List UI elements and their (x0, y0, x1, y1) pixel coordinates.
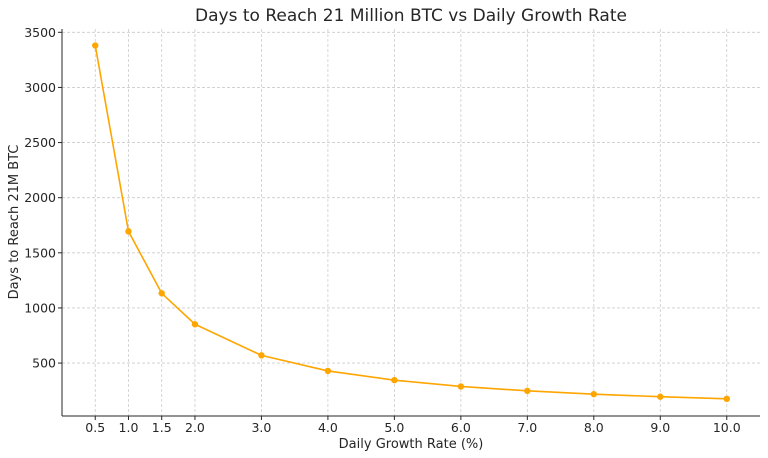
x-tick-label: 5.0 (384, 420, 404, 435)
x-tick-label: 7.0 (517, 420, 537, 435)
data-point (524, 387, 531, 395)
data-point (657, 393, 664, 400)
x-tick-label: 6.0 (451, 420, 471, 435)
x-tick-label: 1.0 (119, 420, 139, 435)
x-tick-label: 1.5 (152, 420, 172, 435)
data-point (723, 395, 730, 402)
y-axis-label: Days to Reach 21M BTC (7, 145, 22, 300)
data-point (590, 390, 598, 398)
chart-title: Days to Reach 21 Million BTC vs Daily Gr… (195, 6, 627, 26)
x-tick-label: 10.0 (713, 420, 741, 435)
y-tick-label: 3000 (24, 80, 56, 95)
x-tick-label: 0.5 (85, 420, 105, 435)
y-tick-label: 2500 (24, 135, 56, 150)
data-point (324, 367, 332, 375)
data-point (125, 228, 132, 235)
data-point (92, 42, 99, 49)
x-tick-label: 9.0 (650, 420, 670, 435)
data-point (191, 321, 199, 328)
y-tick-label: 1500 (24, 245, 56, 260)
y-tick-label: 500 (32, 356, 56, 371)
data-point (457, 383, 465, 390)
data-point (158, 290, 165, 297)
data-point (391, 376, 398, 384)
y-axis-ticks: 500 1000 1500 2000 2500 3000 3500 (24, 25, 62, 371)
x-axis-ticks: 0.5 1.0 1.5 2.0 3.0 4.0 5.0 6.0 7.0 8.0 9.0 10.0 (85, 416, 741, 435)
series-line (94, 45, 727, 400)
grid (62, 29, 760, 416)
data-point (258, 352, 265, 359)
series-group (92, 42, 730, 402)
y-tick-label: 1000 (24, 300, 56, 315)
axes (61, 29, 760, 417)
y-tick-label: 3500 (24, 25, 56, 40)
y-tick-label: 2000 (24, 190, 56, 205)
x-tick-label: 8.0 (584, 420, 604, 435)
x-tick-label: 4.0 (318, 420, 338, 435)
x-tick-label: 3.0 (251, 420, 271, 435)
x-tick-label: 2.0 (185, 420, 205, 435)
x-axis-label: Daily Growth Rate (%) (339, 437, 484, 452)
